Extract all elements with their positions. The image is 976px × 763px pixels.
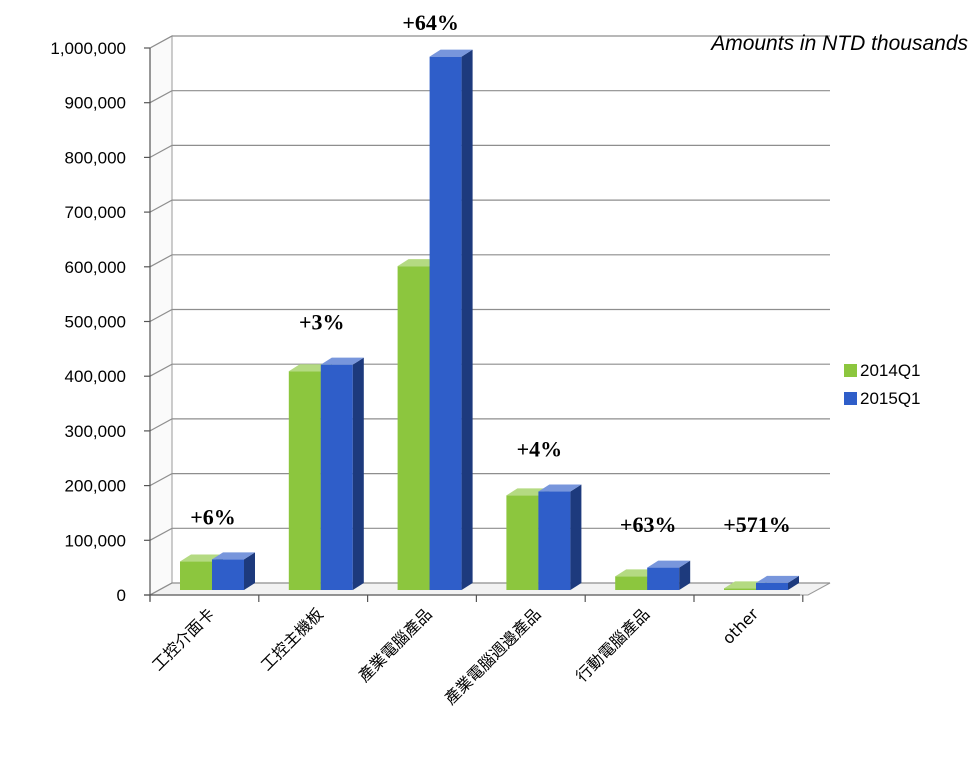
legend-swatch — [844, 392, 857, 405]
y-tick-label: 0 — [117, 586, 126, 605]
y-tick-label: 600,000 — [65, 258, 126, 277]
category-label: 產業電腦週邊產品 — [441, 604, 545, 708]
bar — [756, 575, 799, 590]
bar-front — [756, 582, 788, 590]
category-label: 工控介面卡 — [148, 604, 218, 674]
growth-label: +4% — [517, 437, 563, 462]
growth-label: +3% — [299, 310, 345, 335]
bar-side — [244, 552, 255, 590]
bar-top — [647, 560, 691, 568]
bar-side — [788, 575, 799, 590]
bar-front — [320, 364, 353, 590]
y-tick-labels: 0 100,000 200,000 300,000 400,000 500,000 600,… — [50, 39, 126, 605]
category-label: other — [719, 604, 763, 648]
bar-side — [570, 484, 582, 590]
growth-label: +64% — [402, 10, 459, 35]
bar — [647, 560, 691, 590]
bar-top — [212, 552, 255, 560]
bar-front — [288, 371, 321, 590]
gridlines — [149, 35, 830, 596]
gridline — [149, 582, 830, 596]
category-label: 行動電腦產品 — [572, 604, 653, 685]
bar-front — [212, 559, 244, 590]
bar-top — [538, 484, 582, 492]
bar-front — [724, 588, 756, 590]
y-tick-label: 100,000 — [65, 531, 126, 550]
bar-front — [538, 491, 571, 590]
bar-front — [397, 266, 430, 590]
gridline — [149, 254, 830, 268]
gridline — [149, 90, 830, 104]
bar-front — [647, 567, 680, 590]
growth-labels: +6% +3% +64% +4% +63% +571% — [190, 10, 791, 537]
bar-top — [320, 357, 364, 365]
category-label: 產業電腦產品 — [354, 604, 435, 685]
bar-side — [352, 357, 364, 590]
bar-front — [506, 495, 539, 590]
y-tick-label: 1,000,000 — [50, 39, 126, 58]
gridline — [149, 199, 830, 213]
category-labels: 工控介面卡 工控主機板 產業電腦產品 產業電腦週邊產品 行動電腦產品 other — [148, 604, 762, 708]
legend: 2014Q1 2015Q1 — [844, 361, 921, 408]
y-tick-label: 800,000 — [65, 148, 126, 167]
legend-label: 2015Q1 — [860, 389, 921, 408]
bar-top — [756, 575, 799, 583]
growth-label: +6% — [190, 504, 236, 529]
bar-side — [679, 560, 691, 590]
bar-front — [615, 576, 648, 590]
gridline — [149, 418, 830, 432]
gridline — [149, 144, 830, 158]
growth-label: +63% — [620, 512, 677, 537]
gridline — [149, 35, 830, 49]
gridline — [149, 473, 830, 487]
bar — [320, 357, 364, 590]
legend-swatch — [844, 364, 857, 377]
growth-label: +571% — [723, 512, 791, 537]
bar-front — [180, 561, 212, 590]
bar-side — [461, 49, 473, 591]
bar-front — [429, 56, 462, 591]
bar-top — [429, 49, 473, 57]
y-tick-label: 200,000 — [65, 477, 126, 496]
category-label: 工控主機板 — [257, 604, 327, 674]
units-annotation: Amounts in NTD thousands — [709, 32, 968, 55]
y-tick-label: 400,000 — [65, 367, 126, 386]
axes — [144, 47, 804, 602]
bars — [180, 49, 799, 591]
bar — [429, 49, 473, 591]
y-tick-label: 900,000 — [65, 94, 126, 113]
gridline — [149, 363, 830, 377]
gridline — [149, 527, 830, 541]
y-tick-label: 700,000 — [65, 203, 126, 222]
legend-label: 2014Q1 — [860, 361, 921, 380]
bar — [538, 484, 582, 590]
bar — [212, 552, 255, 590]
gridline — [149, 308, 830, 323]
y-tick-label: 300,000 — [65, 422, 126, 441]
y-tick-label: 500,000 — [65, 313, 126, 332]
